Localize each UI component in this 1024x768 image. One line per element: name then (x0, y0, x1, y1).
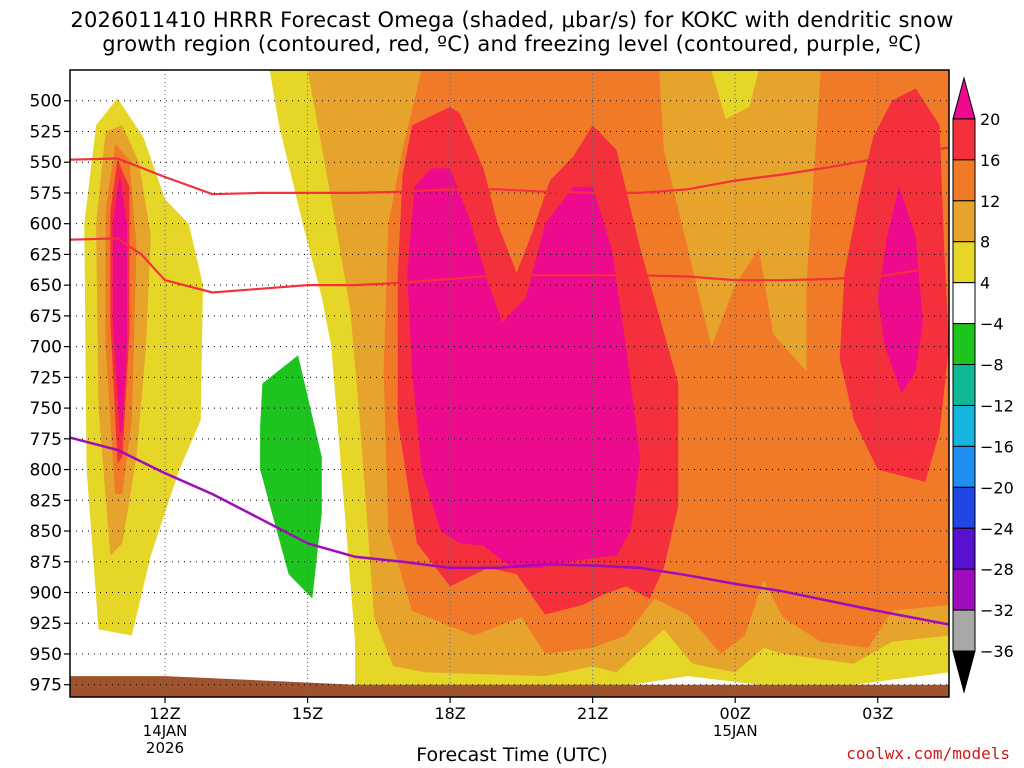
colorbar-label-8: −16 (980, 437, 1014, 456)
x-tick-label-21Z: 21Z (577, 704, 608, 723)
omega-shading-layer (70, 70, 949, 697)
x-axis-label: Forecast Time (UTC) (416, 744, 608, 766)
colorbar-swatch-11 (952, 527, 976, 570)
site-credit: coolwx.com/models (846, 744, 1010, 763)
y-tick-label-850: 850 (30, 522, 62, 542)
y-tick-label-925: 925 (30, 614, 62, 634)
omega-region-main-20 (407, 168, 641, 568)
y-tick-label-600: 600 (30, 215, 62, 235)
grid-layer (70, 70, 949, 697)
colorbar-swatch-6 (952, 323, 976, 366)
colorbar: 20 16 12 8 4 −4 −8 −12 −16 −20 −24 −28 −32 −36 (952, 76, 1014, 694)
omega-region-green-minus4 (260, 355, 322, 599)
colorbar-label-12: −32 (980, 601, 1014, 620)
colorbar-label-7: −12 (980, 396, 1014, 415)
y-tick-label-900: 900 (30, 584, 62, 604)
colorbar-label-4: 4 (980, 274, 990, 293)
x-tick-label-00Z: 00Z (720, 704, 751, 723)
freezing-level-contour (70, 436, 949, 626)
y-tick-label-950: 950 (30, 645, 62, 665)
colorbar-label-3: 8 (980, 233, 990, 252)
y-tick-label-575: 575 (30, 184, 62, 204)
y-tick-label-650: 650 (30, 276, 62, 296)
colorbar-swatch-8 (952, 404, 976, 447)
y-tick-label-725: 725 (30, 368, 62, 388)
colorbar-label-6: −8 (980, 356, 1004, 375)
contour-layer: -18 (70, 146, 949, 626)
x-tick-date-12Z: 14JAN (143, 722, 188, 740)
y-tick-label-700: 700 (30, 338, 62, 358)
colorbar-swatch-9 (952, 445, 976, 488)
x-tick-year-12Z: 2026 (146, 739, 184, 757)
colorbar-swatch-13 (952, 609, 976, 652)
chart-title-line-2: growth region (contoured, red, ºC) and f… (102, 32, 922, 56)
colorbar-swatch-1 (952, 118, 976, 161)
colorbar-swatch-3 (952, 200, 976, 243)
x-tick-label-03Z: 03Z (862, 704, 893, 723)
y-tick-label-625: 625 (30, 245, 62, 265)
colorbar-label-9: −20 (980, 478, 1014, 497)
snow-growth-contour-dgz-minus12 (70, 237, 926, 294)
colorbar-swatch-2 (952, 159, 976, 202)
colorbar-label-5: −4 (980, 315, 1004, 334)
colorbar-label-13: −36 (980, 642, 1014, 661)
x-tick-label-12Z: 12Z (149, 704, 180, 723)
y-tick-label-500: 500 (30, 92, 62, 112)
colorbar-swatch-10 (952, 486, 976, 529)
y-tick-label-775: 775 (30, 430, 62, 450)
colorbar-bottom-arrow (952, 650, 976, 694)
colorbar-label-10: −24 (980, 519, 1014, 538)
y-tick-label-675: 675 (30, 307, 62, 327)
colorbar-swatch-12 (952, 568, 976, 611)
chart-title-line-1: 2026011410 HRRR Forecast Omega (shaded, … (70, 8, 954, 32)
axes-layer: 500 525 550 575 600 625 650 675 700 725 750 775 800 8… (30, 69, 950, 757)
x-tick-date-00Z: 15JAN (713, 722, 758, 740)
omega-region-east-20 (877, 186, 923, 394)
y-tick-label-825: 825 (30, 491, 62, 511)
colorbar-label-0: 20 (980, 110, 1000, 129)
colorbar-swatch-4 (952, 241, 976, 284)
y-tick-label-525: 525 (30, 122, 62, 142)
colorbar-swatch-5 (952, 282, 976, 325)
y-tick-label-750: 750 (30, 399, 62, 419)
colorbar-label-2: 12 (980, 192, 1000, 211)
y-tick-label-975: 975 (30, 676, 62, 696)
x-tick-label-18Z: 18Z (434, 704, 465, 723)
colorbar-swatch-7 (952, 364, 976, 406)
plot-frame (69, 69, 950, 698)
x-tick-label-15Z: 15Z (292, 704, 323, 723)
y-tick-label-875: 875 (30, 553, 62, 573)
contour-label-0: -18 (445, 183, 465, 197)
colorbar-label-1: 16 (980, 151, 1000, 170)
snow-growth-contour-dgz-minus18 (70, 146, 949, 196)
y-tick-label-800: 800 (30, 461, 62, 481)
y-tick-label-550: 550 (30, 153, 62, 173)
colorbar-label-11: −28 (980, 560, 1014, 579)
terrain-surface (70, 676, 949, 697)
colorbar-top-arrow (952, 76, 976, 120)
